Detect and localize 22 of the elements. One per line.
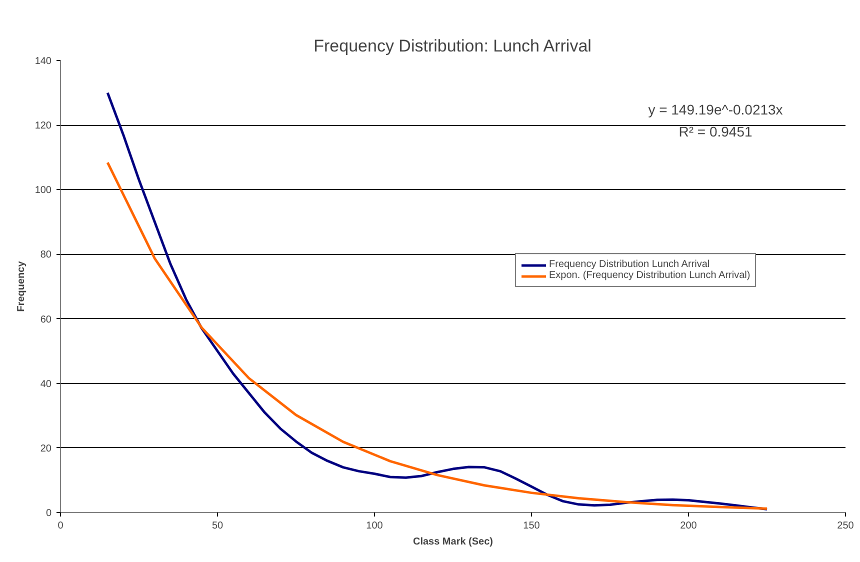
y-tick-label: 120 — [34, 120, 52, 132]
line-series — [106, 161, 768, 510]
x-tick-label: 200 — [680, 520, 698, 532]
y-axis-title: Frequency — [16, 260, 27, 312]
legend-label: Expon. (Frequency Distribution Lunch Arrival) — [549, 270, 750, 281]
x-axis-title: Class Mark (Sec) — [412, 536, 494, 548]
y-tick-label: 20 — [40, 443, 52, 454]
x-tick-label: 250 — [837, 520, 854, 532]
legend-label: Frequency Distribution Lunch Arrival — [549, 259, 710, 270]
y-tick-label: 140 — [34, 56, 52, 67]
annotation: R² = 0.9451 — [678, 124, 752, 140]
x-tick-label: 0 — [58, 520, 64, 532]
y-tick-label: 0 — [46, 508, 52, 519]
chart-title: Frequency Distribution: Lunch Arrival — [314, 36, 592, 56]
y-tick-label: 40 — [40, 378, 52, 390]
y-tick-label: 60 — [40, 314, 52, 326]
x-tick-label: 150 — [523, 520, 540, 532]
x-tick-label: 50 — [212, 520, 224, 532]
annotation: y = 149.19e^-0.0213x — [648, 102, 783, 118]
y-tick-label: 100 — [34, 185, 52, 196]
y-tick-label: 80 — [40, 250, 52, 261]
x-tick-label: 100 — [366, 520, 384, 532]
